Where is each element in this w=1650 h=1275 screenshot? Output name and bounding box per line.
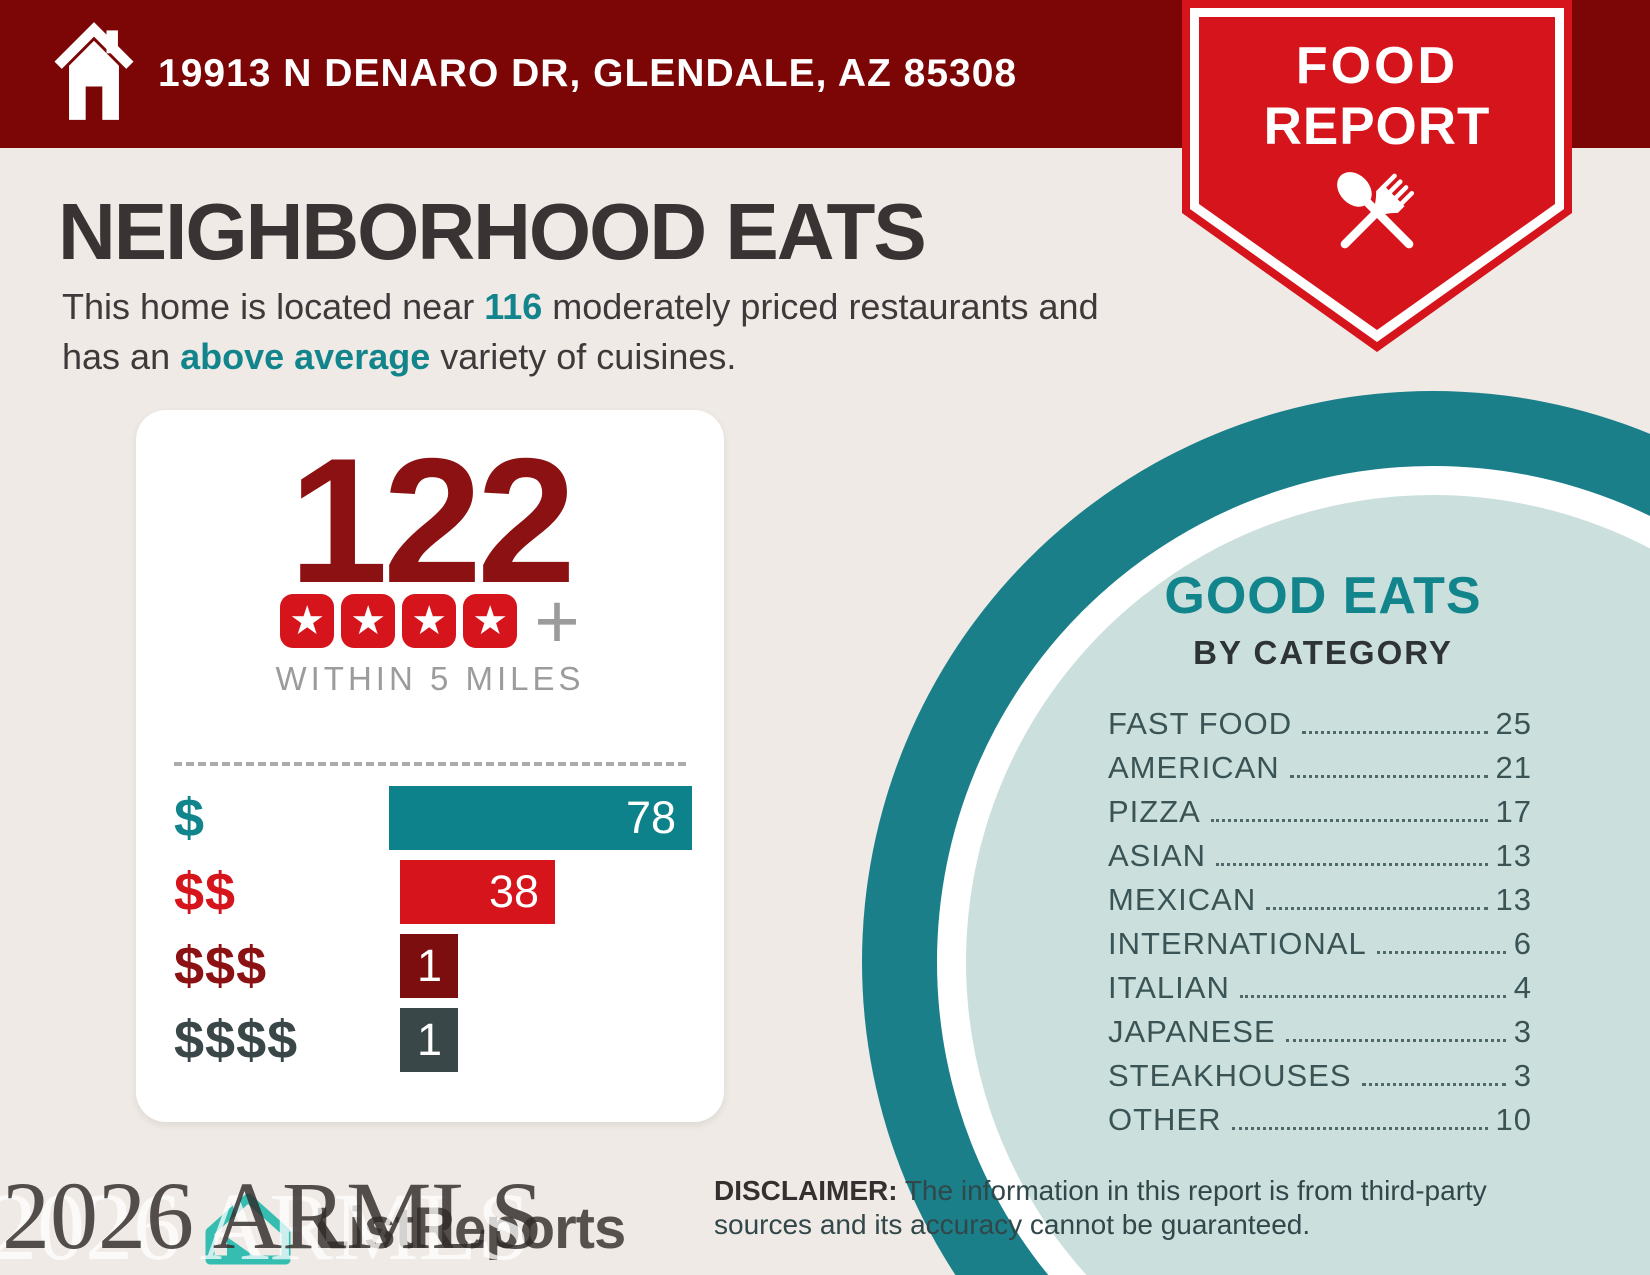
category-row: ITALIAN 4 [1108,970,1532,1014]
category-label: MEXICAN [1108,882,1257,917]
category-row: PIZZA 17 [1108,794,1532,838]
category-label: FAST FOOD [1108,706,1293,741]
listreports-wordmark: ListReports [314,1195,626,1261]
category-label: INTERNATIONAL [1108,926,1367,961]
restaurant-count: 116 [484,286,543,327]
star-icon: ★ [402,594,457,648]
dotted-leader [1376,951,1506,954]
page-title: NEIGHBORHOOD EATS [58,187,927,276]
price-tier-bar: 78 [388,786,692,850]
price-bar-row: $$$ 1 [174,934,692,998]
price-tier-bar: 38 [400,860,555,924]
category-value: 10 [1495,1102,1532,1137]
listreports-logo: ListReports [196,1188,626,1268]
category-row: FAST FOOD 25 [1108,706,1532,750]
price-tier-bar: 1 [400,934,458,998]
dotted-leader [1361,1083,1506,1086]
dotted-leader [1285,1039,1506,1042]
dotted-leader [1231,1127,1488,1130]
disclaimer-label: DISCLAIMER: [714,1175,898,1206]
category-row: STEAKHOUSES 3 [1108,1058,1532,1102]
category-value: 4 [1513,970,1532,1005]
price-tier-bar-chart: $78 $$ 38 $$$ 1 $$$$ 1 [174,786,692,1082]
home-icon [54,22,134,120]
ribbon-title-food: FOOD [1295,37,1459,95]
page-subtitle: This home is located near 116 moderately… [62,282,1102,382]
armls-watermark: 2026 ARMLS [2,1162,544,1269]
price-bar-row: $$ 38 [174,860,692,924]
dotted-leader [1210,819,1488,822]
price-tier-label: $ [174,788,206,848]
disclaimer-text: The information in this report is from t… [714,1175,1487,1240]
subtitle-text: moderately priced restaurants and has an [62,286,1099,377]
good-eats-heading: GOOD EATS BY CATEGORY [1108,566,1538,672]
radius-label: WITHIN 5 MILES [275,660,585,697]
disclaimer: DISCLAIMER: The information in this repo… [714,1174,1514,1242]
food-report-ribbon [1182,0,1572,352]
category-value: 6 [1513,926,1532,961]
listreports-house-icon [205,1193,291,1265]
dotted-leader [1239,995,1506,998]
category-label: ASIAN [1108,838,1207,873]
dotted-leader [1266,907,1488,910]
price-bar-row: $$$$ 1 [174,1008,692,1072]
category-label: OTHER [1108,1102,1222,1137]
ribbon-title-report: REPORT [1263,97,1491,156]
category-row: INTERNATIONAL 6 [1108,926,1532,970]
price-tier-bar: 1 [400,1008,458,1072]
category-value: 3 [1513,1058,1532,1093]
category-value: 13 [1495,882,1532,917]
category-row: AMERICAN 21 [1108,750,1532,794]
category-row: OTHER 10 [1108,1102,1532,1146]
category-value: 25 [1495,706,1532,741]
category-value: 17 [1495,794,1532,829]
star-icon: ★ [463,594,518,648]
good-eats-subtitle: BY CATEGORY [1193,634,1453,671]
plus-icon: + [534,577,580,665]
category-value: 3 [1513,1014,1532,1049]
dotted-leader [1216,863,1488,866]
category-value: 21 [1495,750,1532,785]
dotted-leader [1302,731,1488,734]
price-bar-row: $78 [174,786,692,850]
category-label: JAPANESE [1108,1014,1276,1049]
dotted-leader [1289,775,1488,778]
restaurant-stats-card: 122 ★ ★ ★ ★ + WITHIN 5 MILES $78 $$ 38 $$$ 1 $$$$… [136,410,724,1122]
category-row: JAPANESE 3 [1108,1014,1532,1058]
spoon-fork-icon [1337,172,1415,249]
category-value: 13 [1495,838,1532,873]
category-label: PIZZA [1108,794,1201,829]
price-tier-label: $$$ [174,936,268,996]
star-icon: ★ [280,594,335,648]
dashed-divider [174,762,686,766]
subtitle-text: This home is located near [62,286,485,327]
variety-highlight: above average [180,336,431,377]
property-address: 19913 N DENARO DR, GLENDALE, AZ 85308 [158,52,1018,95]
category-label: AMERICAN [1108,750,1280,785]
category-label: ITALIAN [1108,970,1230,1005]
cuisine-category-list: FAST FOOD 25 AMERICAN 21 PIZZA 17 ASIAN 13 MEXIC… [1108,706,1532,1146]
total-restaurant-count: 122 [289,421,576,620]
subtitle-text: variety of cuisines. [430,336,737,377]
price-tier-label: $$ [174,862,237,922]
star-rating: ★ ★ ★ ★ + [136,577,724,665]
star-icon: ★ [341,594,396,648]
good-eats-title: GOOD EATS [1164,567,1482,625]
price-tier-label: $$$$ [174,1010,299,1070]
category-row: ASIAN 13 [1108,838,1532,882]
category-row: MEXICAN 13 [1108,882,1532,926]
category-label: STEAKHOUSES [1108,1058,1352,1093]
